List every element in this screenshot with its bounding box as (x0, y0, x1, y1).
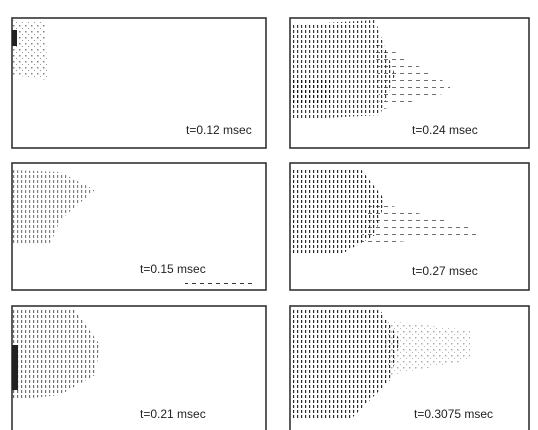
panel: t=0.3075 msec (290, 306, 529, 430)
panel-label: t=0.12 msec (186, 123, 252, 137)
panel: t=0.27 msec (290, 163, 529, 290)
field-pattern (12, 170, 95, 245)
panel: t=0.12 msec (12, 18, 266, 148)
source-mark (12, 30, 17, 46)
panel: t=0.21 msec (12, 306, 266, 430)
panel-label: t=0.3075 msec (414, 407, 493, 421)
field-pattern (12, 20, 48, 80)
figure: t=0.12 msec t=0.24 msec t=0.15 msec t=0.… (0, 0, 538, 430)
panel-label: t=0.27 msec (412, 264, 478, 278)
page: t=0.12 msec t=0.24 msec t=0.15 msec t=0.… (0, 0, 538, 430)
field-pattern (360, 200, 480, 245)
field-pattern (12, 310, 100, 400)
panel-label: t=0.15 msec (140, 262, 206, 276)
panel: t=0.24 msec (290, 18, 529, 148)
panel-label: t=0.21 msec (140, 407, 206, 421)
panel: t=0.15 msec (12, 163, 266, 290)
field-pattern (185, 283, 255, 286)
source-mark (12, 345, 18, 390)
field-pattern (375, 40, 450, 110)
field-pattern (380, 320, 470, 375)
field-pattern (290, 80, 330, 105)
panel-label: t=0.24 msec (412, 123, 478, 137)
